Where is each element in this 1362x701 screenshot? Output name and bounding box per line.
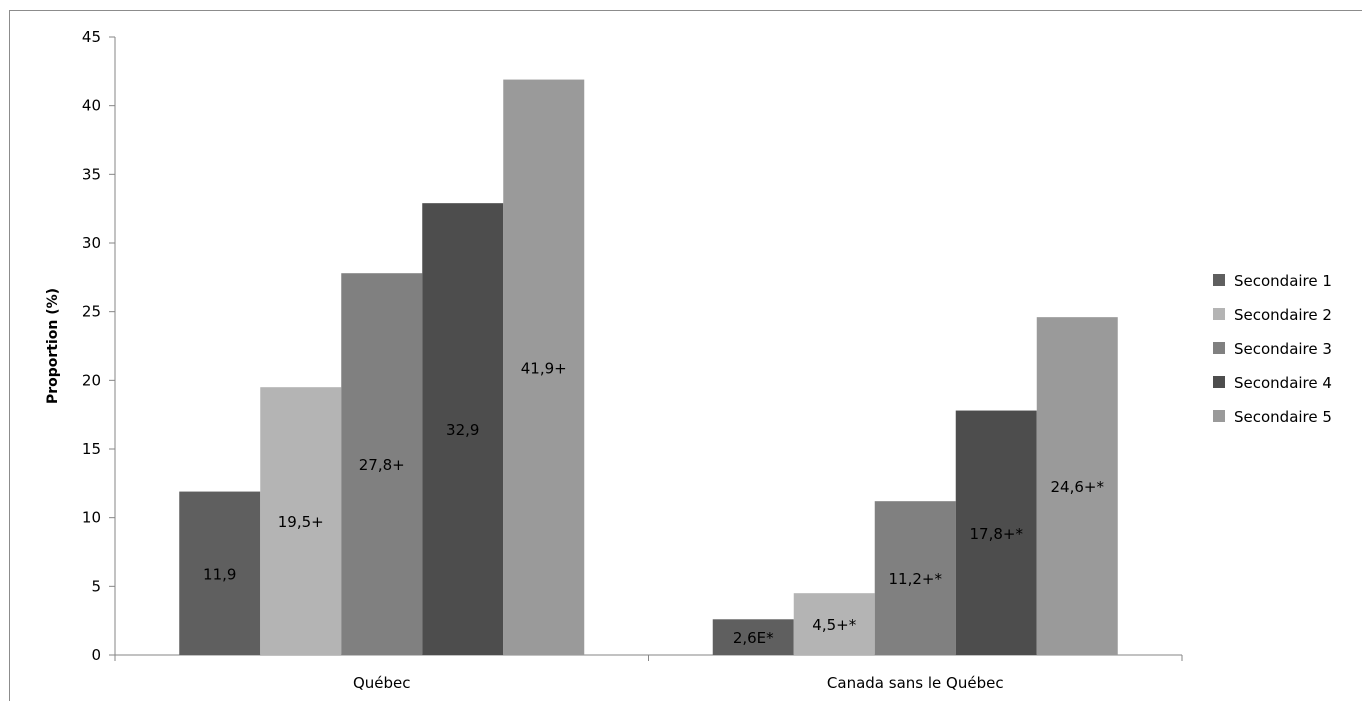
bar xyxy=(955,410,1037,655)
y-tick-label: 10 xyxy=(82,509,101,527)
legend-swatch xyxy=(1213,376,1225,388)
legend-swatch xyxy=(1213,410,1225,422)
y-tick-label: 30 xyxy=(82,234,101,252)
y-tick-label: 15 xyxy=(82,440,101,458)
data-label: 41,9+ xyxy=(521,359,567,377)
y-tick-label: 5 xyxy=(91,577,101,595)
legend-label: Secondaire 4 xyxy=(1234,374,1332,392)
y-axis-label: Proportion (%) xyxy=(45,288,61,404)
x-category-label: Canada sans le Québec xyxy=(827,674,1004,692)
data-label: 27,8+ xyxy=(359,456,405,474)
bar xyxy=(422,203,504,655)
data-label: 32,9 xyxy=(446,421,479,439)
bar xyxy=(503,79,585,655)
data-label: 24,6+* xyxy=(1051,478,1105,496)
bar xyxy=(1036,317,1118,655)
data-label: 11,9 xyxy=(203,565,236,583)
data-label: 2,6E* xyxy=(733,629,774,647)
data-label: 17,8+* xyxy=(970,525,1024,543)
y-tick-label: 20 xyxy=(82,371,101,389)
bar xyxy=(179,491,261,655)
y-tick-label: 45 xyxy=(82,28,101,46)
legend-label: Secondaire 3 xyxy=(1234,340,1332,358)
y-tick-label: 0 xyxy=(91,646,101,664)
legend-swatch xyxy=(1213,308,1225,320)
legend-label: Secondaire 5 xyxy=(1234,408,1332,426)
legend-swatch xyxy=(1213,274,1225,286)
x-category-label: Québec xyxy=(353,674,411,692)
bar xyxy=(874,501,956,655)
legend-swatch xyxy=(1213,342,1225,354)
legend-label: Secondaire 2 xyxy=(1234,306,1332,324)
chart-frame xyxy=(9,10,1362,701)
data-label: 11,2+* xyxy=(889,570,943,588)
bar xyxy=(712,619,794,655)
bar xyxy=(260,387,342,655)
data-label: 4,5+* xyxy=(812,616,856,634)
legend-label: Secondaire 1 xyxy=(1234,272,1332,290)
data-label: 19,5+ xyxy=(278,513,324,531)
bar xyxy=(341,273,423,655)
y-tick-label: 40 xyxy=(82,97,101,115)
bar xyxy=(793,593,875,655)
y-tick-label: 35 xyxy=(82,165,101,183)
y-tick-label: 25 xyxy=(82,303,101,321)
